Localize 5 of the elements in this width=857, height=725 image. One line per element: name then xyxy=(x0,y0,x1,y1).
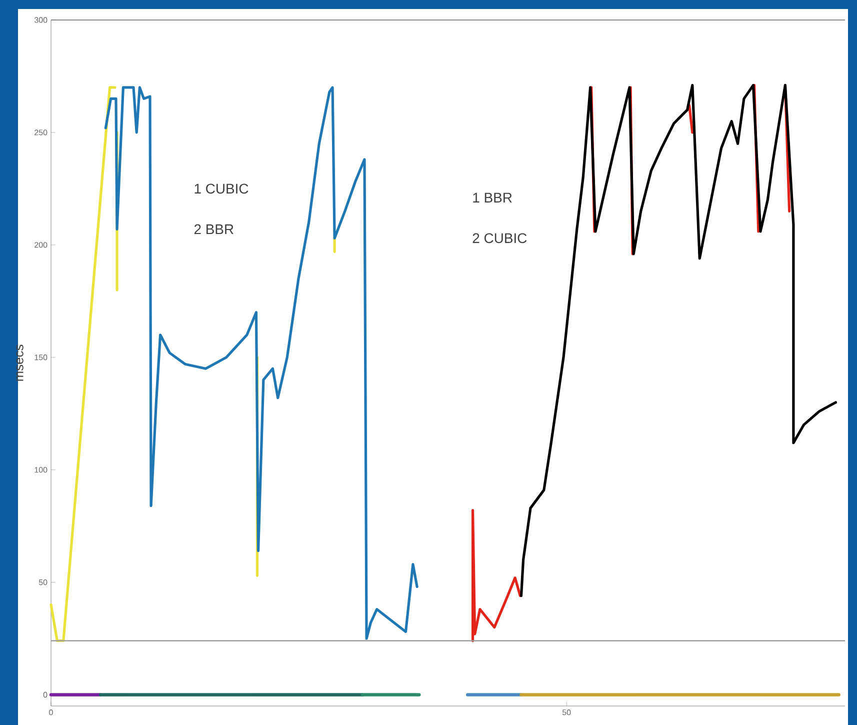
annotation: 2 BBR xyxy=(194,224,234,234)
annotation: 1 CUBIC xyxy=(194,184,248,194)
annotation: 1 BBR xyxy=(473,192,512,202)
y-axis-title: msecs xyxy=(16,344,24,381)
annotation: 2 CUBIC xyxy=(472,233,527,244)
